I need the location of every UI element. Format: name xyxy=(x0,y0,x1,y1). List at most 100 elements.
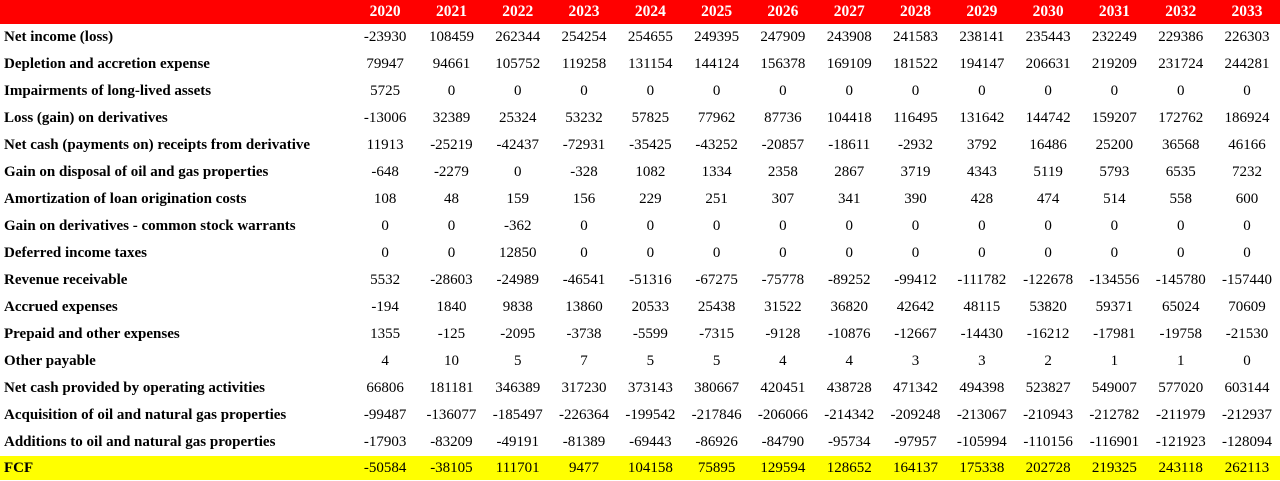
value-cell: -136077 xyxy=(426,407,477,423)
value-cell: -75778 xyxy=(761,272,805,288)
value-cell: 219325 xyxy=(1091,459,1137,476)
value-cell: 0 xyxy=(845,245,853,261)
value-cell: 25438 xyxy=(697,299,736,315)
value-cell: -72931 xyxy=(562,137,606,153)
value-cell: 244281 xyxy=(1224,56,1270,72)
value-cell: 0 xyxy=(911,218,920,234)
table-row: Impairments of long-lived assets 5725 0 0 0 0… xyxy=(0,78,1280,105)
value-cell: -28603 xyxy=(430,272,473,288)
value-cell: 32389 xyxy=(432,110,471,126)
value-cell: -111782 xyxy=(957,272,1007,288)
value-cell: 65024 xyxy=(1161,299,1200,315)
value-cell: 241583 xyxy=(893,29,939,45)
value-cell: 36568 xyxy=(1161,137,1200,153)
year-header-cell: 2024 xyxy=(634,3,666,20)
value-cell: 129594 xyxy=(760,459,806,476)
value-cell: -2279 xyxy=(433,164,469,180)
value-cell: 226303 xyxy=(1224,29,1270,45)
value-cell: 229386 xyxy=(1158,29,1204,45)
value-cell: -9128 xyxy=(765,326,801,342)
table-row: Accrued expenses -194 1840 9838 13860 20533 25… xyxy=(0,294,1280,321)
value-cell: -17903 xyxy=(363,434,407,450)
value-cell: 1334 xyxy=(701,164,732,180)
value-cell: -209248 xyxy=(890,407,941,423)
table-row: Gain on derivatives - common stock warra… xyxy=(0,213,1280,240)
value-cell: 77962 xyxy=(697,110,736,126)
value-cell: 346389 xyxy=(495,380,541,396)
value-cell: 0 xyxy=(1243,245,1251,261)
value-cell: 159207 xyxy=(1091,110,1137,126)
value-cell: 104418 xyxy=(826,110,872,126)
value-cell: 262344 xyxy=(495,29,541,45)
value-cell: 243908 xyxy=(826,29,872,45)
value-cell: 0 xyxy=(1243,218,1251,234)
value-cell: 0 xyxy=(646,245,655,261)
value-cell: 108459 xyxy=(428,29,474,45)
value-cell: -18611 xyxy=(828,137,871,153)
value-cell: 186924 xyxy=(1224,110,1270,126)
value-cell: 53232 xyxy=(565,110,603,126)
value-cell: 0 xyxy=(646,83,655,99)
value-cell: 0 xyxy=(513,164,522,180)
value-cell: 5 xyxy=(712,353,721,369)
value-cell: -116901 xyxy=(1089,434,1140,450)
value-cell: -50584 xyxy=(363,459,407,476)
value-cell: 494398 xyxy=(959,380,1005,396)
value-cell: -20857 xyxy=(761,137,805,153)
value-cell: 3 xyxy=(978,353,986,369)
value-cell: 131154 xyxy=(628,56,673,72)
row-label: Gain on derivatives - common stock warra… xyxy=(4,218,296,234)
value-cell: 0 xyxy=(1044,83,1052,99)
value-cell: 1840 xyxy=(436,299,467,315)
value-cell: 57825 xyxy=(631,110,670,126)
value-cell: 108 xyxy=(373,191,397,207)
value-cell: 194147 xyxy=(959,56,1005,72)
value-cell: -145780 xyxy=(1155,272,1206,288)
value-cell: 5 xyxy=(513,353,522,369)
table-row: Amortization of loan origination costs 10… xyxy=(0,186,1280,213)
value-cell: -328 xyxy=(570,164,598,180)
value-cell: -17981 xyxy=(1093,326,1136,342)
value-cell: -194 xyxy=(371,299,399,315)
value-cell: 254655 xyxy=(627,29,673,45)
value-cell: 0 xyxy=(1110,83,1119,99)
value-cell: 0 xyxy=(1243,83,1251,99)
value-cell: -81389 xyxy=(562,434,606,450)
value-cell: -86926 xyxy=(695,434,738,450)
row-label: Additions to oil and natural gas propert… xyxy=(4,434,276,450)
value-cell: 175338 xyxy=(959,459,1005,476)
value-cell: -24989 xyxy=(496,272,539,288)
value-cell: -42437 xyxy=(496,137,539,153)
value-cell: 0 xyxy=(1044,218,1052,234)
value-cell: -16212 xyxy=(1026,326,1070,342)
value-cell: 144124 xyxy=(694,56,740,72)
value-cell: 159 xyxy=(506,191,529,207)
value-cell: 428 xyxy=(970,191,994,207)
value-cell: -157440 xyxy=(1222,272,1272,288)
value-cell: 31522 xyxy=(764,299,802,315)
year-header-cell: 2023 xyxy=(568,3,600,20)
value-cell: 0 xyxy=(1110,218,1119,234)
value-cell: -23930 xyxy=(363,29,407,45)
row-label: Other payable xyxy=(4,353,96,369)
value-cell: 202728 xyxy=(1025,459,1071,476)
value-cell: 3 xyxy=(911,353,920,369)
row-label: Gain on disposal of oil and gas properti… xyxy=(4,164,269,180)
year-header-cell: 2021 xyxy=(435,3,467,20)
value-cell: 1355 xyxy=(370,326,401,342)
value-cell: 0 xyxy=(580,83,588,99)
row-label: Impairments of long-lived assets xyxy=(4,83,212,99)
value-cell: 0 xyxy=(712,218,721,234)
value-cell: -99412 xyxy=(894,272,937,288)
year-header-row: 2020 2021 2022 2023 2024 2025 2026 2027 2028 2029… xyxy=(0,0,1280,24)
value-cell: -13006 xyxy=(363,110,407,126)
year-header-cell: 2031 xyxy=(1098,3,1130,20)
value-cell: 254254 xyxy=(561,29,607,45)
row-label: Net cash (payments on) receipts from der… xyxy=(4,137,311,153)
value-cell: 341 xyxy=(837,191,861,207)
value-cell: 232249 xyxy=(1091,29,1137,45)
value-cell: 119258 xyxy=(561,56,607,72)
value-cell: 0 xyxy=(513,83,522,99)
value-cell: -25219 xyxy=(430,137,473,153)
value-cell: 9838 xyxy=(502,299,533,315)
